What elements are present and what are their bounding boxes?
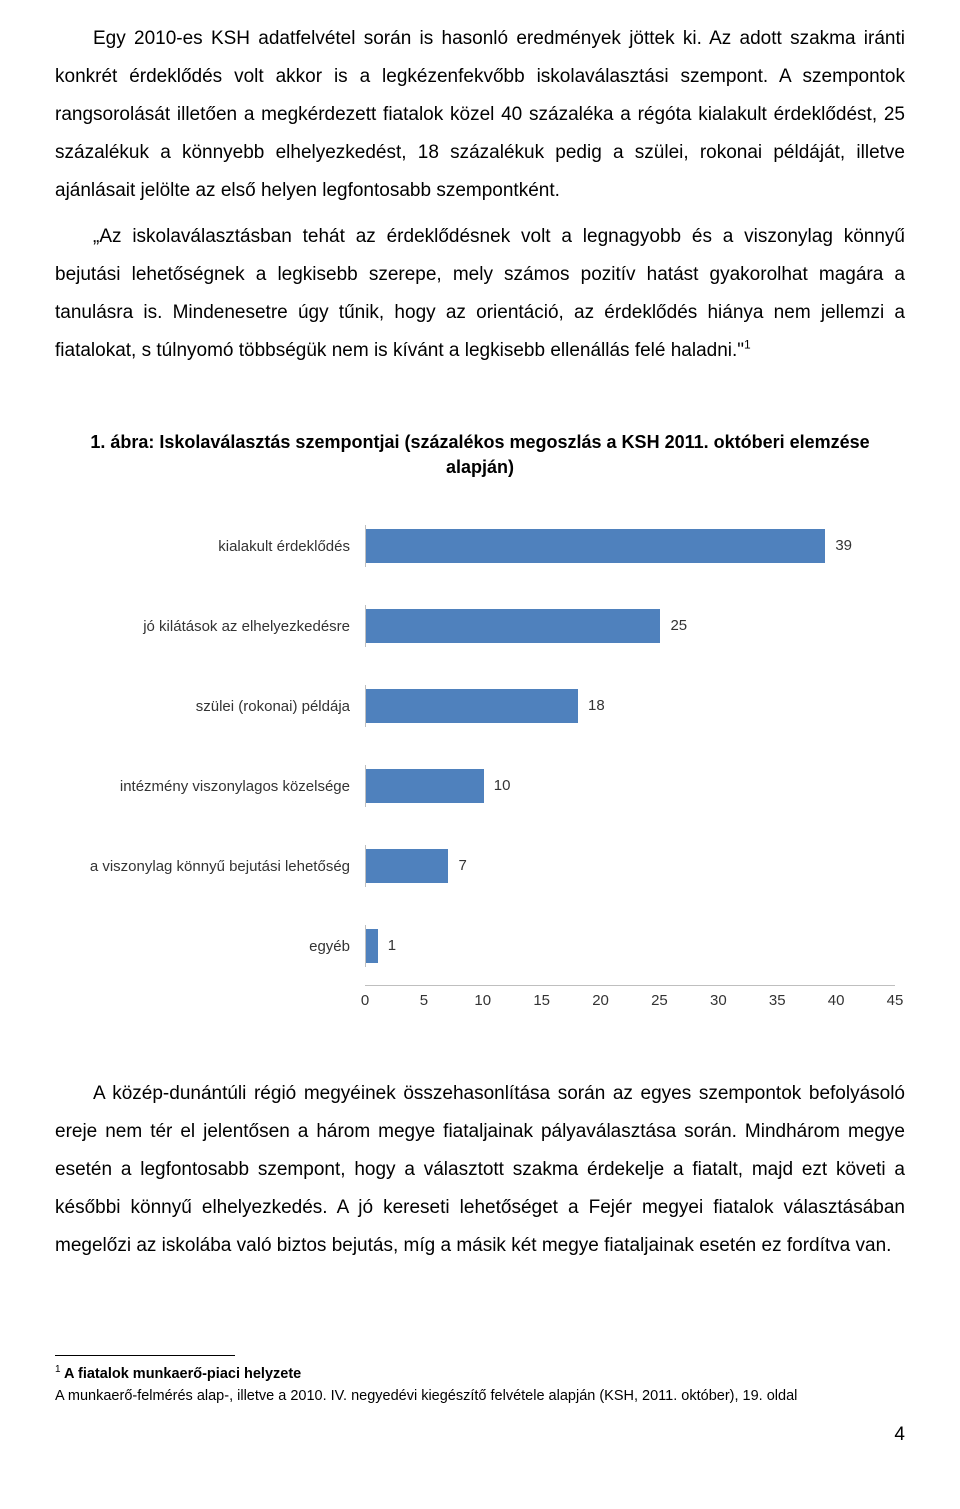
chart-plot-area: 25 [365,605,895,647]
chart-value-label: 7 [458,857,466,874]
x-axis: 0 5 10 15 20 25 30 35 40 45 [55,985,905,1015]
footnote-body: A munkaerő-felmérés alap-, illetve a 201… [55,1388,797,1404]
chart-value-label: 25 [670,617,687,634]
x-axis-tick: 35 [769,992,786,1009]
chart-bar [366,929,378,963]
chart-plot-area: 1 [365,925,895,967]
x-axis-tick: 40 [828,992,845,1009]
chart-bar [366,529,825,563]
page-number: 4 [55,1424,905,1446]
chart-category-label: egyéb [55,938,365,955]
footnote-ref-1: 1 [744,338,751,352]
x-axis-tick: 25 [651,992,668,1009]
chart-value-label: 18 [588,697,605,714]
paragraph-2-text: „Az iskolaválasztásban tehát az érdeklőd… [55,226,905,361]
chart-row: egyéb 1 [55,925,905,967]
paragraph-1: Egy 2010-es KSH adatfelvétel során is ha… [55,20,905,210]
chart-title: 1. ábra: Iskolaválasztás szempontjai (sz… [55,430,905,480]
chart-value-label: 39 [835,537,852,554]
chart-category-label: a viszonylag könnyű bejutási lehetőség [55,858,365,875]
chart-bar [366,689,578,723]
chart-plot-area: 10 [365,765,895,807]
chart-bar [366,769,484,803]
chart-plot-area: 18 [365,685,895,727]
footnote-title: A fiatalok munkaerő-piaci helyzete [61,1366,302,1382]
bar-chart: kialakult érdeklődés 39 jó kilátások az el… [55,525,905,1015]
chart-bar [366,849,448,883]
chart-bar [366,609,660,643]
chart-category-label: intézmény viszonylagos közelsége [55,778,365,795]
x-axis-tick: 5 [420,992,428,1009]
chart-row: a viszonylag könnyű bejutási lehetőség 7 [55,845,905,887]
chart-value-label: 1 [388,937,396,954]
chart-category-label: kialakult érdeklődés [55,538,365,555]
chart-category-label: szülei (rokonai) példája [55,698,365,715]
x-axis-tick: 20 [592,992,609,1009]
footnote-1: 1 A fiatalok munkaerő-piaci helyzete A m… [55,1362,905,1407]
footnote-divider [55,1355,235,1356]
chart-row: kialakult érdeklődés 39 [55,525,905,567]
chart-value-label: 10 [494,777,511,794]
x-axis-tick: 0 [361,992,369,1009]
chart-plot-area: 39 [365,525,895,567]
chart-row: jó kilátások az elhelyezkedésre 25 [55,605,905,647]
chart-row: szülei (rokonai) példája 18 [55,685,905,727]
paragraph-3: A közép-dunántúli régió megyéinek összeh… [55,1075,905,1265]
x-axis-tick: 15 [533,992,550,1009]
x-axis-tick: 30 [710,992,727,1009]
x-axis-tick: 10 [474,992,491,1009]
chart-category-label: jó kilátások az elhelyezkedésre [55,618,365,635]
chart-row: intézmény viszonylagos közelsége 10 [55,765,905,807]
paragraph-2: „Az iskolaválasztásban tehát az érdeklőd… [55,218,905,370]
chart-plot-area: 7 [365,845,895,887]
x-axis-tick: 45 [887,992,904,1009]
